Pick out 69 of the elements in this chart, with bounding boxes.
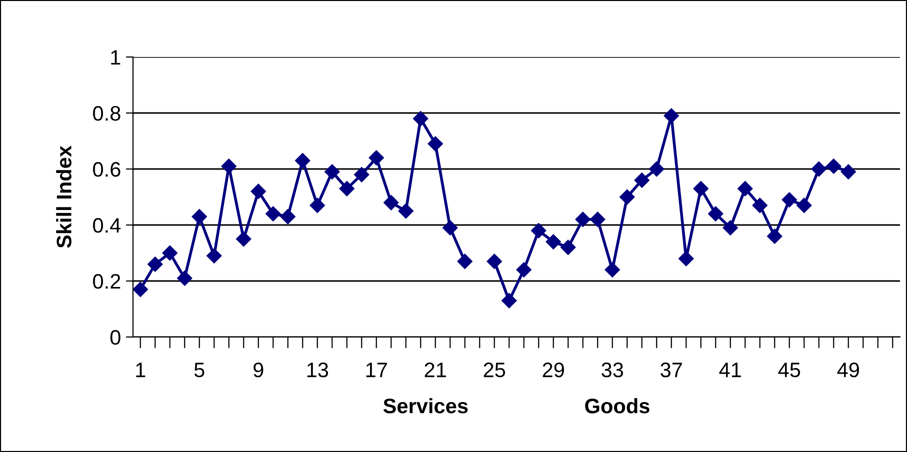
point [516, 262, 532, 278]
point [368, 150, 384, 166]
point [708, 206, 724, 222]
point [752, 198, 768, 213]
point [339, 181, 354, 196]
x-tick-label: 17 [366, 362, 387, 378]
point [693, 181, 708, 196]
point [250, 184, 266, 199]
x-axis-title: Services Goods [383, 398, 650, 414]
y-tick-label: 0.6 [93, 162, 120, 177]
point [177, 270, 192, 286]
x-tick-label: 37 [660, 362, 682, 378]
point [738, 181, 753, 196]
x-tick-label: 21 [424, 362, 446, 378]
y-tick-label: 0.2 [93, 274, 120, 289]
point [502, 293, 517, 308]
point [280, 209, 296, 224]
y-tick-label: 0.8 [93, 106, 120, 121]
point [428, 136, 443, 152]
point [560, 240, 576, 255]
point [649, 161, 664, 177]
point [782, 192, 797, 208]
point [634, 172, 650, 188]
x-tick-label: 41 [719, 362, 741, 378]
point [604, 262, 620, 278]
x-tick-label: 45 [778, 362, 800, 378]
point [206, 248, 222, 264]
y-tick-label: 1 [111, 50, 120, 65]
point [221, 158, 236, 174]
point [620, 189, 635, 205]
point [486, 254, 502, 269]
point [575, 212, 590, 227]
x-tick-label: 1 [136, 362, 146, 378]
point [826, 158, 842, 174]
point [767, 228, 782, 244]
point [324, 164, 340, 180]
y-tick-label: 0.4 [93, 218, 121, 233]
x-tick-label: 25 [484, 362, 506, 378]
y-axis-title: Skill Index [56, 146, 72, 248]
y-tick-label: 0 [110, 330, 120, 345]
point [295, 153, 310, 168]
point [192, 209, 207, 224]
point [531, 223, 546, 238]
x-tick-label: 13 [307, 362, 328, 378]
point [442, 220, 458, 236]
point [796, 198, 812, 213]
point [678, 251, 694, 266]
point [310, 198, 325, 213]
point [398, 203, 414, 219]
point [236, 231, 252, 247]
point [457, 254, 472, 269]
point [162, 245, 178, 261]
x-tick-label: 29 [542, 362, 564, 378]
point [266, 206, 281, 222]
point [722, 220, 738, 236]
point [413, 111, 428, 126]
point [664, 108, 679, 124]
x-tick-label: 33 [602, 362, 624, 378]
x-tick-label: 5 [194, 362, 204, 378]
point [384, 195, 399, 210]
x-tick-label: 9 [254, 362, 264, 378]
point [133, 282, 148, 297]
point [148, 256, 163, 272]
point [840, 164, 856, 180]
point [811, 161, 826, 177]
point [354, 167, 370, 182]
point [546, 234, 561, 250]
point [590, 212, 606, 227]
x-tick-label: 49 [837, 362, 859, 378]
